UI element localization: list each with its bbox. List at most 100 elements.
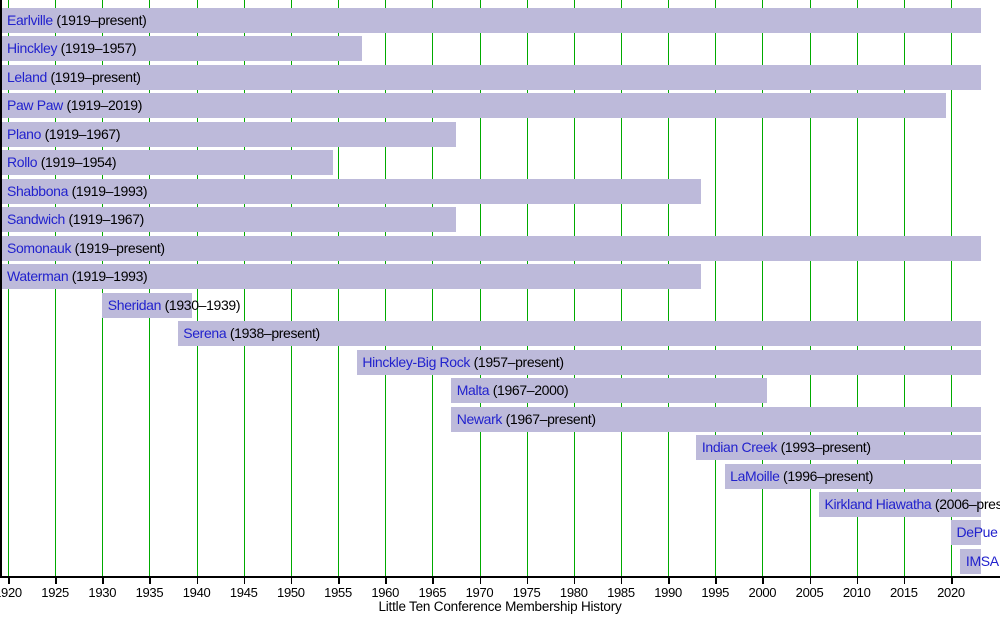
timeline-bar-shabbona [1, 178, 702, 204]
axis-tick-label-1925: 1925 [41, 585, 69, 600]
membership-years: (1919–2019) [62, 97, 143, 114]
school-link-earlville[interactable]: Earlville [7, 12, 53, 28]
axis-tick-1965 [432, 578, 434, 584]
school-link-malta[interactable]: Malta [456, 382, 490, 399]
bar-label: Shabbona (1919–1993) [7, 179, 147, 204]
axis-tick-1925 [55, 578, 57, 584]
gridline-2020 [951, 0, 952, 576]
axis-tick-1945 [243, 578, 246, 584]
school-link-leland[interactable]: Leland [7, 68, 47, 85]
axis-tick-label-2000: 2000 [748, 585, 777, 600]
membership-years: (2006–present) [934, 495, 1000, 512]
bar-label: Newark (1967–present) [457, 407, 596, 432]
axis-tick-2005 [809, 578, 812, 584]
membership-years: (1919–1957) [57, 40, 137, 57]
school-link-hinckley[interactable]: Hinckley [7, 40, 58, 57]
axis-tick-1950 [290, 578, 293, 584]
axis-tick-label-1990: 1990 [654, 585, 682, 600]
membership-years: (1993–present) [777, 439, 871, 456]
timeline-bar-imsa [960, 548, 982, 574]
gridline-2000 [762, 0, 764, 576]
school-link-plano[interactable]: Plano [7, 125, 42, 142]
timeline-bar-paw-paw [1, 93, 947, 119]
timeline-bar-earlville [1, 8, 982, 33]
axis-tick-label-1920: 1920 [0, 585, 22, 600]
axis-tick-1940 [196, 578, 199, 584]
axis-tick-label-1930: 1930 [88, 585, 117, 600]
membership-years: (1938–present) [226, 325, 320, 342]
school-link-lamoille[interactable]: LaMoille [730, 467, 780, 484]
school-link-serena[interactable]: Serena [183, 325, 227, 342]
timeline-bar-hinckley [1, 36, 362, 62]
axis-tick-1935 [149, 578, 151, 584]
timeline-bar-rollo [1, 150, 334, 176]
school-link-paw-paw[interactable]: Paw Paw [7, 97, 63, 114]
axis-tick-1955 [338, 578, 340, 584]
timeline-bar-sandwich [1, 207, 456, 233]
timeline-bar-indian-creek [696, 435, 982, 461]
timeline-bar-kirkland-hiawatha [818, 491, 982, 517]
school-link-hinckley-big-rock[interactable]: Hinckley-Big Rock [362, 353, 471, 370]
bar-label: Waterman (1919–1993) [7, 264, 148, 289]
membership-years: (1919–1954) [37, 154, 117, 171]
school-link-depue[interactable]: DePue [956, 524, 998, 541]
bar-label: Malta (1967–2000) [457, 378, 569, 403]
timeline-bar-newark [451, 406, 982, 432]
bar-label: Serena (1938–present) [183, 321, 320, 346]
axis-tick-1930 [102, 578, 104, 584]
school-link-indian-creek[interactable]: Indian Creek [701, 439, 778, 456]
bar-label: Rollo (1919–1954) [7, 150, 117, 175]
bar-label: Leland (1919–present) [7, 65, 141, 90]
x-axis-line [0, 576, 1000, 578]
y-axis-line [0, 0, 2, 578]
school-link-imsa[interactable]: IMSA [965, 552, 999, 569]
gridline-2010 [856, 0, 858, 576]
axis-tick-label-2020: 2020 [937, 585, 965, 600]
membership-years: (1967–2000) [489, 382, 569, 399]
membership-years: (1919–1993) [68, 268, 148, 285]
gridline-2015 [903, 0, 905, 576]
bar-label: Hinckley (1919–1957) [7, 36, 137, 61]
bar-label: Earlville (1919–present) [7, 8, 147, 33]
bar-label: Indian Creek (1993–present) [702, 435, 871, 460]
bar-label: Somonauk (1919–present) [7, 236, 165, 261]
bar-label: DePue [957, 520, 998, 545]
timeline-bar-leland [1, 64, 982, 90]
school-link-waterman[interactable]: Waterman [7, 268, 69, 285]
membership-years: (1919–1967) [64, 211, 144, 228]
school-link-sandwich[interactable]: Sandwich [7, 211, 65, 228]
axis-tick-label-1975: 1975 [512, 585, 541, 600]
axis-tick-label-1970: 1970 [465, 585, 494, 600]
axis-tick-label-1945: 1945 [229, 585, 258, 600]
school-link-sheridan[interactable]: Sheridan [107, 296, 162, 313]
bar-label: Sheridan (1930–1939) [107, 293, 241, 318]
school-link-rollo[interactable]: Rollo [7, 154, 38, 171]
membership-years: (1919–present) [52, 12, 147, 28]
school-link-somonauk[interactable]: Somonauk [7, 239, 72, 256]
bar-label: Kirkland Hiawatha (2006–present) [824, 492, 1000, 517]
axis-tick-label-2010: 2010 [842, 585, 871, 600]
chart-title: Little Ten Conference Membership History [378, 599, 622, 614]
axis-tick-label-1950: 1950 [277, 585, 305, 600]
axis-tick-label-1940: 1940 [182, 585, 211, 600]
timeline-bar-lamoille [724, 463, 982, 489]
school-link-newark[interactable]: Newark [456, 410, 503, 427]
axis-tick-2000 [762, 578, 764, 584]
axis-tick-label-1985: 1985 [607, 585, 635, 600]
membership-years: (1919–present) [46, 68, 141, 85]
membership-years: (1957–present) [470, 353, 564, 370]
bar-label: IMSA [966, 549, 999, 574]
membership-years: (1996–present) [779, 467, 874, 484]
timeline-bar-malta [451, 378, 768, 404]
school-link-kirkland-hiawatha[interactable]: Kirkland Hiawatha [824, 495, 932, 512]
bar-label: Paw Paw (1919–2019) [7, 93, 142, 118]
timeline-bar-waterman [1, 264, 702, 290]
membership-years: (1930–1939) [161, 296, 241, 313]
axis-tick-label-1980: 1980 [559, 585, 588, 600]
timeline-bar-depue [951, 520, 982, 546]
timeline-bar-sheridan [102, 292, 192, 318]
axis-tick-1960 [385, 578, 387, 584]
timeline-bar-plano [1, 121, 456, 147]
bar-label: Sandwich (1919–1967) [7, 207, 144, 232]
school-link-shabbona[interactable]: Shabbona [7, 182, 69, 199]
